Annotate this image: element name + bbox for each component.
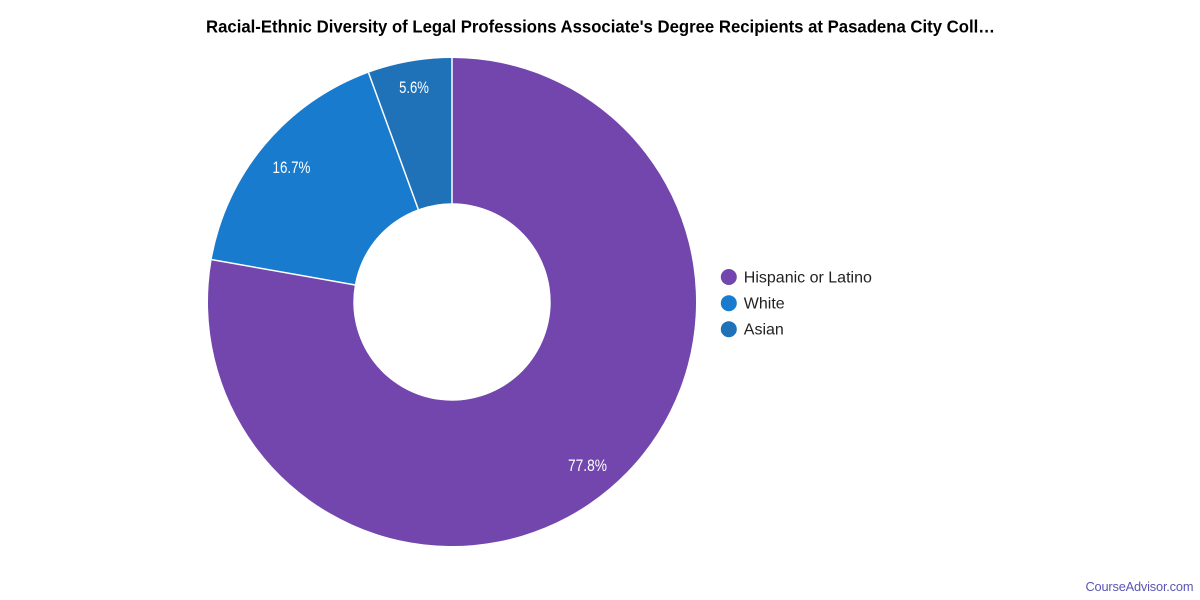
svg-text:16.7%: 16.7%: [273, 159, 311, 177]
svg-text:White: White: [744, 296, 785, 313]
svg-text:Hispanic or Latino: Hispanic or Latino: [744, 269, 872, 286]
svg-text:77.8%: 77.8%: [568, 457, 607, 475]
svg-text:Asian: Asian: [744, 322, 784, 339]
svg-text:CourseAdvisor.com: CourseAdvisor.com: [1086, 579, 1194, 594]
svg-text:5.6%: 5.6%: [399, 79, 429, 97]
svg-text:Racial-Ethnic Diversity of Leg: Racial-Ethnic Diversity of Legal Profess…: [206, 16, 995, 36]
